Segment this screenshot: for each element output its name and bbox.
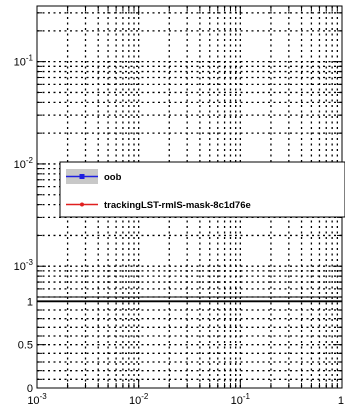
legend-oob-label: oob bbox=[104, 172, 122, 183]
x-tick-label: 10-3 bbox=[27, 392, 47, 407]
upper-panel-frame bbox=[36, 5, 343, 298]
legend-tracking-marker bbox=[80, 202, 84, 207]
lower-y-tick-labels: 00.51 bbox=[18, 296, 33, 395]
lower-y-tick-label: 0.5 bbox=[18, 340, 33, 352]
x-tick-label: 10-2 bbox=[129, 392, 149, 407]
panel-frames bbox=[36, 5, 343, 389]
upper-y-tick-label: 10-1 bbox=[14, 54, 34, 69]
lower-y-tick-label: 1 bbox=[27, 296, 33, 308]
x-tick-labels: 10-3 10-2 10-1 1 bbox=[27, 392, 344, 407]
upper-panel-grid bbox=[37, 6, 342, 298]
legend-tracking-label: trackingLST-rmIS-mask-8c1d76e bbox=[104, 200, 251, 211]
lower-panel-frame bbox=[36, 296, 343, 389]
axis-ticks bbox=[37, 6, 342, 389]
lower-panel-grid bbox=[37, 297, 342, 388]
lower-y-tick-label: 0 bbox=[27, 383, 33, 395]
legend: oob trackingLST-rmIS-mask-8c1d76e bbox=[59, 161, 345, 218]
legend-box bbox=[59, 161, 345, 218]
x-tick-label: 1 bbox=[338, 395, 344, 407]
upper-y-tick-label: 10-2 bbox=[14, 156, 34, 171]
legend-oob-marker bbox=[79, 174, 85, 179]
x-tick-label: 10-1 bbox=[231, 392, 251, 407]
upper-y-tick-label: 10-3 bbox=[14, 258, 34, 273]
upper-y-tick-labels: 10-1 10-2 10-3 bbox=[14, 54, 34, 274]
